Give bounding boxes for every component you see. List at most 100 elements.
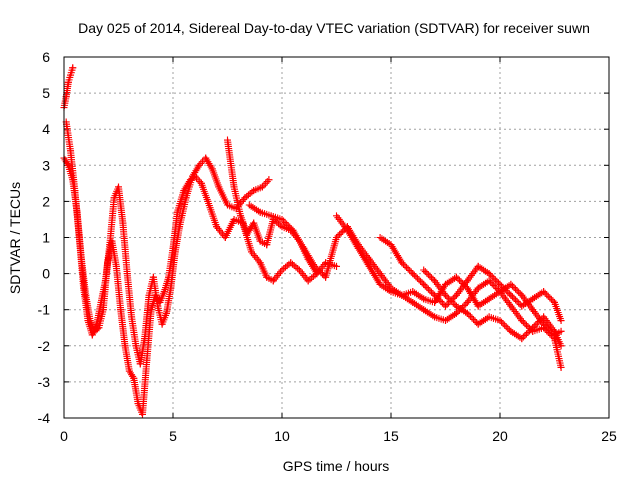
data-point <box>99 306 107 314</box>
data-point <box>452 291 460 299</box>
data-point <box>365 262 373 270</box>
data-point <box>101 277 109 285</box>
data-point <box>431 291 439 299</box>
data-point <box>134 400 142 408</box>
data-point <box>507 291 515 299</box>
data-point <box>149 273 157 281</box>
series-track-g <box>376 234 565 325</box>
series-markers <box>378 235 565 325</box>
data-point <box>110 194 118 202</box>
data-point <box>463 277 471 285</box>
data-point <box>258 183 266 191</box>
y-tick-label: -4 <box>38 410 51 426</box>
y-axis-label: SDTVAR / TECUs <box>7 182 23 294</box>
data-point <box>265 176 273 184</box>
data-point <box>409 288 417 296</box>
y-tick-label: -2 <box>38 338 51 354</box>
data-point <box>202 154 210 162</box>
data-point <box>354 244 362 252</box>
data-point <box>474 302 482 310</box>
data-point <box>333 262 340 270</box>
data-point <box>442 302 449 310</box>
data-point <box>162 309 170 317</box>
data-point <box>189 172 197 180</box>
data-point <box>398 259 406 267</box>
data-point <box>518 291 526 299</box>
y-tick-label: 3 <box>42 157 50 173</box>
data-point <box>256 259 264 267</box>
y-tick-label: 0 <box>42 266 50 282</box>
data-point <box>213 223 221 231</box>
data-point <box>278 266 286 274</box>
x-tick-label: 0 <box>60 428 68 444</box>
data-point <box>171 248 179 256</box>
chart-title: Day 025 of 2014, Sidereal Day-to-day VTE… <box>78 20 590 36</box>
data-point <box>64 161 72 169</box>
series-track-e <box>245 201 565 339</box>
data-point <box>507 327 515 335</box>
data-point <box>343 226 351 234</box>
data-point <box>145 291 153 299</box>
data-point <box>138 410 146 418</box>
data-point <box>180 187 188 195</box>
data-point <box>112 262 120 270</box>
data-point <box>167 284 175 292</box>
data-point <box>269 277 277 285</box>
data-point <box>333 234 340 241</box>
data-point <box>557 342 565 350</box>
data-point <box>95 324 103 332</box>
y-tick-label: 6 <box>42 49 50 65</box>
data-point <box>117 306 125 314</box>
data-point <box>88 331 96 339</box>
data-point <box>256 208 264 216</box>
y-tick-label: 2 <box>42 193 50 209</box>
data-point <box>507 280 515 288</box>
data-point <box>221 234 229 241</box>
data-point <box>442 291 449 299</box>
data-point <box>529 324 537 332</box>
data-point <box>431 277 439 285</box>
data-point <box>84 317 92 325</box>
data-point <box>93 320 101 328</box>
data-point <box>75 234 83 241</box>
data-point <box>540 288 548 296</box>
data-point <box>125 367 133 375</box>
data-point <box>115 183 122 191</box>
y-tick-label: 1 <box>42 230 50 246</box>
data-point <box>529 295 537 303</box>
data-point <box>143 356 151 364</box>
data-point <box>243 230 251 238</box>
series-track-f <box>333 212 565 371</box>
data-point <box>278 215 286 223</box>
x-tick-label: 20 <box>492 428 508 444</box>
data-point <box>130 374 138 382</box>
x-tick-label: 5 <box>169 428 177 444</box>
data-point <box>80 284 88 292</box>
data-point <box>230 183 238 191</box>
data-point <box>376 280 384 288</box>
data-point <box>376 234 384 241</box>
data-point <box>420 306 428 314</box>
data-point <box>215 183 223 191</box>
data-point <box>387 241 395 249</box>
data-point <box>237 212 245 220</box>
data-point <box>311 262 319 270</box>
data-point <box>224 136 231 144</box>
data-point <box>230 215 238 223</box>
data-point <box>256 237 264 245</box>
series-track-a <box>60 154 340 418</box>
plot-frame <box>63 56 610 419</box>
data-point <box>431 313 439 321</box>
data-point <box>160 288 168 296</box>
data-point <box>176 223 184 231</box>
data-point <box>322 273 330 281</box>
data-point <box>123 270 131 278</box>
data-point <box>173 208 181 216</box>
data-point <box>540 324 548 332</box>
data-point <box>241 194 249 202</box>
data-point <box>289 226 297 234</box>
data-point <box>250 219 258 227</box>
data-point <box>67 147 75 155</box>
data-point <box>452 309 460 317</box>
y-tick-label: 5 <box>42 85 50 101</box>
